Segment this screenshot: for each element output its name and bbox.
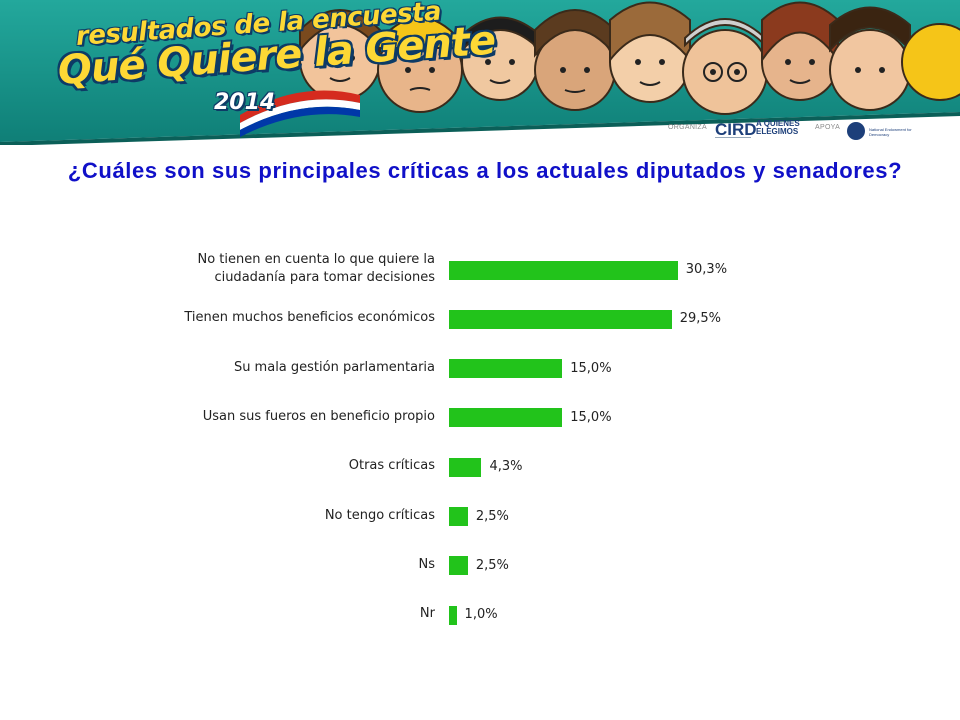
ned-logo-text: National Endowment for Democracy — [869, 127, 912, 137]
category-label-line: ciudadanía para tomar decisiones — [214, 270, 435, 285]
category-label-line: Usan sus fueros en beneficio propio — [202, 408, 435, 424]
category-label: Ns — [419, 556, 436, 574]
header-banner: resultados de la encuesta Qué Quiere la … — [0, 0, 960, 145]
banner-illustration — [0, 0, 960, 145]
category-label: Tienen muchos beneficios económicos — [184, 309, 435, 327]
value-label: 30,3% — [685, 262, 728, 277]
category-label: Usan sus fueros en beneficio propio — [203, 408, 435, 426]
cird-logo: CIRD — [715, 120, 757, 139]
bar — [449, 408, 563, 428]
category-label-line: Su mala gestión parlamentaria — [233, 359, 435, 375]
organiza-label: ORGANIZA — [668, 124, 707, 131]
cird-logo-underline — [715, 137, 751, 143]
category-label: Nr — [420, 605, 435, 623]
ned-logo-icon — [847, 122, 865, 140]
category-label: No tengo críticas — [325, 507, 435, 525]
bar — [449, 507, 468, 526]
category-label-line: Nr — [419, 606, 435, 622]
bar — [449, 605, 457, 625]
bar — [449, 359, 563, 379]
bar — [449, 260, 678, 280]
category-label: Otras críticas — [349, 457, 435, 475]
value-label: 4,3% — [489, 459, 523, 475]
category-label-line: Tienen muchos beneficios económicos — [184, 310, 435, 326]
value-label: 2,5% — [475, 557, 509, 573]
category-label-line: No tienen en cuenta lo que quiere la — [197, 252, 435, 267]
apoya-label: APOYA — [815, 124, 841, 131]
category-label: No tienen en cuenta lo que quiere la ciud… — [197, 251, 435, 287]
category-label: Su mala gestión parlamentaria — [234, 359, 435, 377]
logo-year: 2014 — [214, 90, 276, 115]
question-title: ¿Cuáles son sus principales críticas a l… — [67, 158, 903, 183]
value-label: 15,0% — [570, 360, 612, 376]
value-label: 15,0% — [570, 409, 612, 425]
value-label: 2,5% — [475, 508, 509, 524]
value-label: 1,0% — [464, 607, 498, 623]
bar — [449, 457, 482, 477]
value-label: 29,5% — [679, 311, 722, 327]
category-label-line: Otras críticas — [348, 458, 435, 474]
bar — [449, 556, 468, 576]
bar — [449, 309, 672, 329]
a-quienes-elegimos-logo: A QUIENES ELEGIMOS — [756, 119, 800, 136]
category-label-line: Ns — [418, 556, 436, 572]
category-label-line: No tengo críticas — [324, 507, 435, 523]
